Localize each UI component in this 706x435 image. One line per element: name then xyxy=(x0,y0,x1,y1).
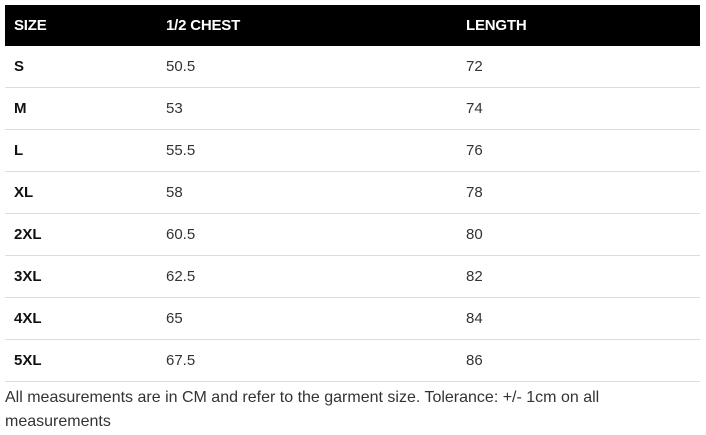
measurement-cell: 53 xyxy=(157,87,457,130)
measurement-cell: 74 xyxy=(457,87,700,130)
size-chart: SIZE 1/2 CHEST LENGTH S 50.5 72 M 53 74 L 55.5 76 X… xyxy=(5,5,700,382)
size-cell: 2XL xyxy=(5,213,157,256)
table-row: XL 58 78 xyxy=(5,171,700,214)
measurement-cell: 82 xyxy=(457,255,700,298)
size-cell: 4XL xyxy=(5,297,157,340)
measurement-cell: 80 xyxy=(457,213,700,256)
size-cell: 5XL xyxy=(5,339,157,382)
measurement-cell: 78 xyxy=(457,171,700,214)
column-header: SIZE xyxy=(5,5,157,46)
measurement-cell: 55.5 xyxy=(157,129,457,172)
table-row: 5XL 67.5 86 xyxy=(5,339,700,382)
table-row: S 50.5 72 xyxy=(5,46,700,88)
size-cell: XL xyxy=(5,171,157,214)
measurement-cell: 84 xyxy=(457,297,700,340)
measurement-cell: 60.5 xyxy=(157,213,457,256)
header-row: SIZE 1/2 CHEST LENGTH xyxy=(5,5,700,46)
measurement-cell: 86 xyxy=(457,339,700,382)
table-row: L 55.5 76 xyxy=(5,129,700,172)
size-cell: M xyxy=(5,87,157,130)
column-header: LENGTH xyxy=(457,5,700,46)
measurement-cell: 50.5 xyxy=(157,46,457,88)
size-cell: 3XL xyxy=(5,255,157,298)
footnote: All measurements are in CM and refer to … xyxy=(5,389,600,430)
measurement-cell: 76 xyxy=(457,129,700,172)
table-row: 4XL 65 84 xyxy=(5,297,700,340)
size-cell: L xyxy=(5,129,157,172)
measurement-cell: 72 xyxy=(457,46,700,88)
size-cell: S xyxy=(5,46,157,88)
measurement-cell: 67.5 xyxy=(157,339,457,382)
table-row: 2XL 60.5 80 xyxy=(5,213,700,256)
column-header: 1/2 CHEST xyxy=(157,5,457,46)
size-table: SIZE 1/2 CHEST LENGTH S 50.5 72 M 53 74 L 55.5 76 X… xyxy=(5,5,700,382)
measurement-cell: 58 xyxy=(157,171,457,214)
table-row: 3XL 62.5 82 xyxy=(5,255,700,298)
table-row: M 53 74 xyxy=(5,87,700,130)
measurement-cell: 62.5 xyxy=(157,255,457,298)
measurement-cell: 65 xyxy=(157,297,457,340)
